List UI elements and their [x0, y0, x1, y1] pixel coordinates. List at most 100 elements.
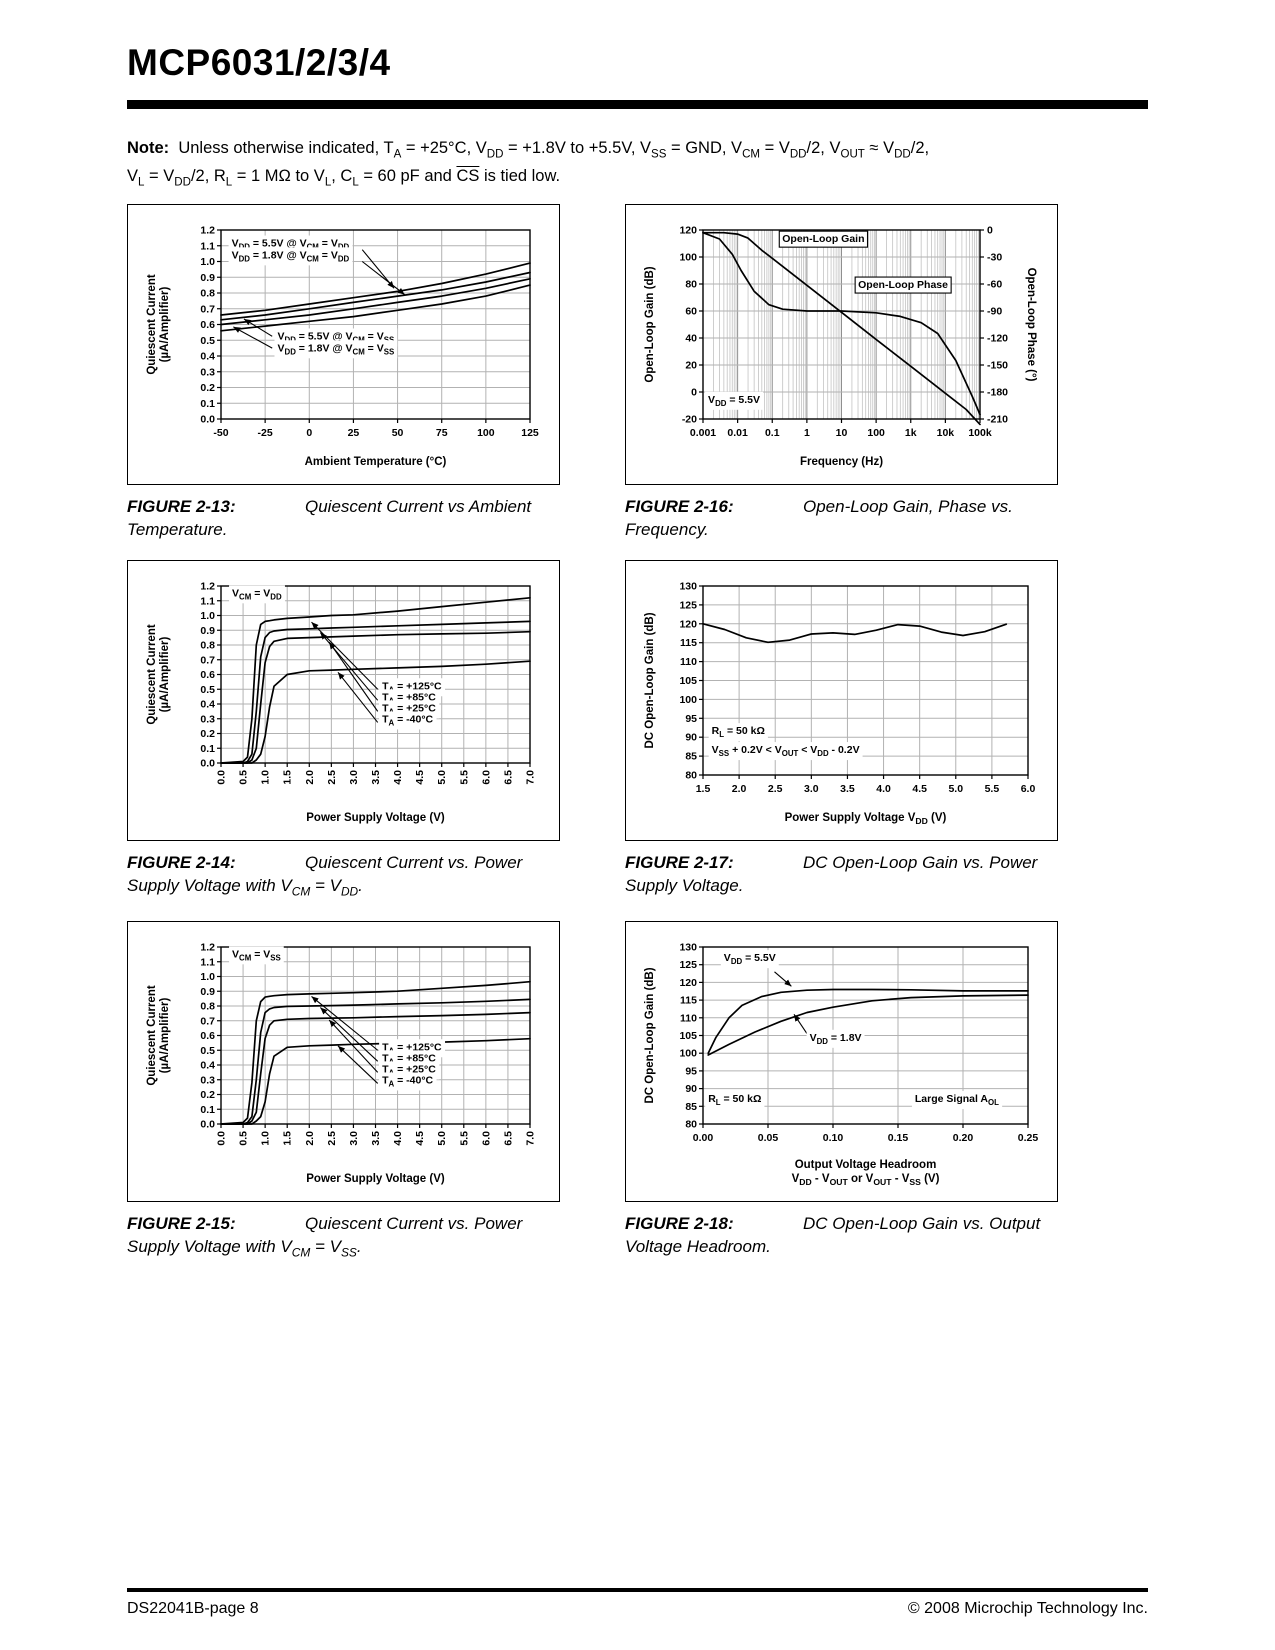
svg-text:100: 100 — [867, 427, 885, 439]
svg-text:VDD = 5.5V @ VCM = VDD: VDD = 5.5V @ VCM = VDD — [232, 238, 350, 252]
svg-text:0.15: 0.15 — [888, 1132, 909, 1144]
svg-text:7.0: 7.0 — [525, 1131, 537, 1146]
svg-text:0.9: 0.9 — [200, 986, 215, 998]
svg-text:1.2: 1.2 — [200, 225, 215, 237]
svg-text:RL = 50 kΩ: RL = 50 kΩ — [708, 1093, 761, 1107]
figure-2-15: 0.0 0.5 1.0 1.5 2.0 2.5 3.0 3.5 4.0 4.5 5.0 5.5 6.0 6… — [127, 921, 560, 1260]
svg-text:100k: 100k — [968, 427, 992, 439]
svg-text:110: 110 — [680, 1012, 697, 1024]
svg-text:7.0: 7.0 — [525, 770, 537, 785]
svg-text:95: 95 — [685, 1065, 697, 1077]
svg-text:RL = 50 kΩ: RL = 50 kΩ — [712, 725, 765, 739]
svg-text:10k: 10k — [937, 427, 955, 439]
svg-text:-25: -25 — [258, 427, 273, 439]
svg-text:0.5: 0.5 — [200, 335, 215, 347]
svg-text:0.2: 0.2 — [200, 728, 215, 740]
figure-2-17-caption-text: DC Open-Loop Gain vs. Power Supply Volta… — [625, 853, 1038, 895]
svg-text:80: 80 — [685, 279, 697, 291]
figure-2-14-caption: FIGURE 2-14: Quiescent Current vs. Power … — [127, 852, 560, 899]
chart-quiescent-current-vs-supply-voltage-vcm-vdd: 0.0 0.5 1.0 1.5 2.0 2.5 3.0 3.5 4.0 4.5 5.0 5.5 6.0 6… — [146, 581, 537, 825]
svg-text:VDD - VOUT or VOUT - VSS (V): VDD - VOUT or VOUT - VSS (V) — [792, 1173, 940, 1187]
svg-text:2.5: 2.5 — [326, 1131, 338, 1146]
svg-text:0.9: 0.9 — [200, 272, 215, 284]
svg-text:5.0: 5.0 — [948, 783, 963, 795]
figure-2-15-caption-text: Quiescent Current vs. Power Supply Volta… — [127, 1214, 523, 1260]
svg-text:90: 90 — [685, 1083, 697, 1095]
svg-text:VSS + 0.2V < VOUT < VDD - 0.2V: VSS + 0.2V < VOUT < VDD - 0.2V — [712, 744, 860, 758]
svg-text:TA = -40°C: TA = -40°C — [382, 713, 433, 727]
svg-text:6.5: 6.5 — [502, 770, 514, 785]
svg-text:0.6: 0.6 — [200, 669, 215, 681]
figure-2-13-caption: FIGURE 2-13: Quiescent Current vs Ambient… — [127, 496, 560, 542]
svg-text:130: 130 — [679, 581, 697, 593]
svg-text:3.0: 3.0 — [348, 1131, 360, 1146]
svg-text:Ambient Temperature (°C): Ambient Temperature (°C) — [305, 456, 447, 468]
svg-text:105: 105 — [679, 675, 697, 687]
svg-text:1.5: 1.5 — [282, 770, 294, 785]
svg-text:Power Supply Voltage VDD (V): Power Supply Voltage VDD (V) — [785, 812, 947, 826]
svg-text:TA = -40°C: TA = -40°C — [382, 1074, 433, 1088]
svg-text:-90: -90 — [987, 306, 1002, 318]
svg-text:0.5: 0.5 — [200, 1045, 215, 1057]
svg-text:85: 85 — [685, 751, 697, 763]
svg-text:90: 90 — [685, 732, 697, 744]
chart-open-loop-gain-phase-vs-frequency: 0.001 0.01 0.1 1 10 100 1k 10k 100k -20 0 20 40 60 80 1… — [644, 225, 1037, 469]
figure-2-15-frame: 0.0 0.5 1.0 1.5 2.0 2.5 3.0 3.5 4.0 4.5 5.0 5.5 6.0 6… — [127, 921, 560, 1202]
svg-text:DC Open-Loop Gain (dB): DC Open-Loop Gain (dB) — [644, 967, 656, 1103]
svg-text:VDD = 1.8V @ VCM = VDD: VDD = 1.8V @ VCM = VDD — [232, 249, 350, 263]
footer-copyright: © 2008 Microchip Technology Inc. — [907, 1600, 1148, 1617]
svg-text:5.5: 5.5 — [458, 770, 470, 785]
figure-2-17-label: FIGURE 2-17: — [625, 853, 734, 872]
svg-text:Quiescent Current: Quiescent Current — [146, 274, 158, 374]
figure-2-17: 1.5 2.0 2.5 3.0 3.5 4.0 4.5 5.0 5.5 6.0 80 85 90 95 10… — [625, 560, 1058, 898]
svg-text:Open-Loop Phase (°): Open-Loop Phase (°) — [1025, 268, 1037, 382]
svg-text:1.1: 1.1 — [200, 595, 215, 607]
svg-text:4.0: 4.0 — [392, 770, 404, 785]
svg-text:Open-Loop Phase: Open-Loop Phase — [858, 279, 948, 291]
svg-text:VDD = 1.8V @ VCM = VSS: VDD = 1.8V @ VCM = VSS — [278, 342, 395, 356]
svg-text:100: 100 — [679, 252, 697, 264]
svg-text:75: 75 — [436, 427, 448, 439]
svg-text:0: 0 — [987, 225, 993, 237]
svg-text:1.0: 1.0 — [200, 610, 215, 622]
svg-text:4.0: 4.0 — [876, 783, 891, 795]
svg-text:130: 130 — [679, 942, 697, 954]
svg-text:0.5: 0.5 — [238, 1131, 250, 1146]
svg-text:Power Supply Voltage (V): Power Supply Voltage (V) — [306, 812, 445, 824]
figure-2-16-caption: FIGURE 2-16: Open-Loop Gain, Phase vs. Fr… — [625, 496, 1058, 542]
svg-text:80: 80 — [685, 770, 697, 782]
svg-text:100: 100 — [477, 427, 495, 439]
svg-text:115: 115 — [680, 995, 697, 1007]
svg-text:0.0: 0.0 — [216, 1131, 228, 1146]
svg-text:DC Open-Loop Gain (dB): DC Open-Loop Gain (dB) — [644, 612, 656, 748]
svg-text:Quiescent Current: Quiescent Current — [146, 624, 158, 724]
figure-2-13-frame: -50 -25 0 25 50 75 100 125 0.0 0.1 0.2 0.3 0.4 0.5 0.6… — [127, 204, 560, 485]
figure-2-18-frame: 0.00 0.05 0.10 0.15 0.20 0.25 80 85 90 95 100 105 11… — [625, 921, 1058, 1202]
svg-text:3.5: 3.5 — [840, 783, 855, 795]
svg-text:1.0: 1.0 — [260, 1131, 272, 1146]
svg-text:0.1: 0.1 — [765, 427, 780, 439]
svg-text:-60: -60 — [987, 279, 1002, 291]
svg-text:1.1: 1.1 — [200, 956, 215, 968]
svg-text:10: 10 — [836, 427, 848, 439]
footer-rule — [127, 1588, 1148, 1592]
svg-text:0.7: 0.7 — [200, 1015, 215, 1027]
svg-text:20: 20 — [685, 360, 697, 372]
svg-text:VCM = VSS: VCM = VSS — [232, 948, 281, 962]
svg-text:0.0: 0.0 — [216, 770, 228, 785]
svg-text:Frequency (Hz): Frequency (Hz) — [800, 456, 883, 468]
svg-text:-50: -50 — [213, 427, 228, 439]
svg-text:50: 50 — [392, 427, 404, 439]
svg-text:-120: -120 — [987, 333, 1008, 345]
svg-text:(µA/Amplifier): (µA/Amplifier) — [159, 998, 171, 1074]
svg-text:0.7: 0.7 — [200, 303, 215, 315]
chart-quiescent-current-vs-supply-voltage-vcm-vss: 0.0 0.5 1.0 1.5 2.0 2.5 3.0 3.5 4.0 4.5 5.0 5.5 6.0 6… — [146, 942, 537, 1186]
svg-text:100: 100 — [679, 1048, 697, 1060]
svg-text:60: 60 — [685, 306, 697, 318]
figure-2-18: 0.00 0.05 0.10 0.15 0.20 0.25 80 85 90 95 100 105 11… — [625, 921, 1058, 1259]
svg-text:125: 125 — [679, 599, 697, 611]
svg-text:125: 125 — [679, 959, 697, 971]
svg-text:4.5: 4.5 — [414, 770, 426, 785]
svg-text:80: 80 — [685, 1119, 697, 1131]
svg-text:1: 1 — [804, 427, 810, 439]
